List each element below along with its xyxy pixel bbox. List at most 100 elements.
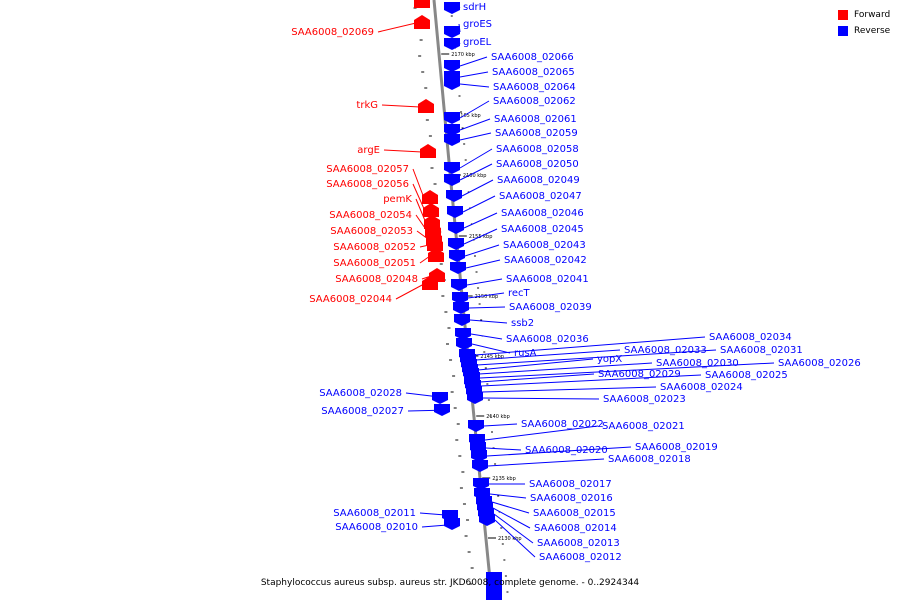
leader-line xyxy=(477,358,594,371)
leader-line xyxy=(462,195,496,213)
gene-saa6008-02061[interactable] xyxy=(444,124,460,136)
gene-label-saa6008-02047: SAA6008_02047 xyxy=(499,191,582,202)
leader-line xyxy=(469,319,508,324)
leader-line xyxy=(463,212,498,229)
gene-saa6008-02043[interactable] xyxy=(449,250,465,262)
gene-saa6008-02010[interactable] xyxy=(444,518,460,530)
leader-line xyxy=(491,501,530,514)
leader-line xyxy=(474,336,706,356)
gene-saa6008-02046[interactable] xyxy=(448,222,464,234)
gene-label-saa6008-02046: SAA6008_02046 xyxy=(501,208,584,219)
leader-line xyxy=(485,447,522,451)
gene-saa6008-02042[interactable] xyxy=(450,262,466,274)
gene-saa6008-02012[interactable] xyxy=(479,514,495,526)
leader-line xyxy=(465,259,501,269)
gene-saa6008-02059[interactable] xyxy=(444,134,460,146)
gene-saa6008-02049[interactable] xyxy=(446,190,462,202)
gene-saa6008-02036[interactable] xyxy=(455,328,471,340)
gene-rusa[interactable] xyxy=(456,338,472,350)
gene-label-saa6008-02027: SAA6008_02027 xyxy=(321,406,404,417)
gene-saa6008-02044[interactable] xyxy=(422,276,438,290)
gene-label-saa6008-02034: SAA6008_02034 xyxy=(709,332,792,343)
leader-line xyxy=(466,278,503,286)
gene-label-sdrh: sdrH xyxy=(463,2,486,13)
leader-line xyxy=(459,148,493,169)
leader-line xyxy=(377,22,417,33)
gene-saa6008-02017[interactable] xyxy=(473,478,489,490)
leader-line xyxy=(383,149,423,153)
gene-saa6008-02050[interactable] xyxy=(444,174,460,186)
map-caption: Staphylococcus aureus subsp. aureus str.… xyxy=(260,578,640,588)
leader-line xyxy=(459,118,491,131)
leader-line xyxy=(459,132,492,141)
gene-saa6008-02062[interactable] xyxy=(444,112,460,124)
gene-label-saa6008-02066: SAA6008_02066 xyxy=(491,52,574,63)
gene-sdrh[interactable] xyxy=(444,2,460,14)
gene-groes[interactable] xyxy=(444,26,460,38)
leader-line xyxy=(412,168,425,199)
gene-feature-top[interactable] xyxy=(414,0,430,8)
gene-label-saa6008-02036: SAA6008_02036 xyxy=(506,334,589,345)
gene-saa6008-02027[interactable] xyxy=(434,404,450,416)
gene-saa6008-02022[interactable] xyxy=(468,420,484,432)
leader-line xyxy=(463,228,498,245)
leader-line xyxy=(475,349,621,361)
legend-forward: Forward xyxy=(838,8,890,22)
leader-line xyxy=(464,244,500,257)
gene-label-saa6008-02050: SAA6008_02050 xyxy=(496,159,579,170)
scale-mark-label: 2145 kbp xyxy=(480,354,504,360)
gene-label-saa6008-02023: SAA6008_02023 xyxy=(603,394,686,405)
gene-label-ssb2: ssb2 xyxy=(511,318,534,329)
gene-label-saa6008-02018: SAA6008_02018 xyxy=(608,454,691,465)
gene-saa6008-02064[interactable] xyxy=(444,78,460,90)
leader-line xyxy=(492,507,531,529)
leader-line xyxy=(482,397,600,400)
gene-groel[interactable] xyxy=(444,38,460,50)
gene-saa6008-02041[interactable] xyxy=(451,279,467,291)
gene-trkg[interactable] xyxy=(418,99,434,113)
scale-mark-label: 2170 kbp xyxy=(451,52,475,58)
gene-saa6008-02069[interactable] xyxy=(414,15,430,29)
gene-saa6008-02018[interactable] xyxy=(472,460,488,472)
gene-label-saa6008-02043: SAA6008_02043 xyxy=(503,240,586,251)
gene-saa6008-02057[interactable] xyxy=(422,190,438,204)
gene-label-saa6008-02053: SAA6008_02053 xyxy=(330,226,413,237)
gene-label-saa6008-02033: SAA6008_02033 xyxy=(624,345,707,356)
gene-label-groel: groEL xyxy=(463,37,492,48)
scale-mark-label: 2150 kbp xyxy=(475,294,499,300)
gene-saa6008-02052[interactable] xyxy=(427,237,443,251)
gene-ssb2[interactable] xyxy=(454,314,470,326)
leader-line xyxy=(395,283,425,300)
gene-saa6008-02023[interactable] xyxy=(467,392,483,404)
gene-label-saa6008-02015: SAA6008_02015 xyxy=(533,508,616,519)
leader-line xyxy=(489,493,527,499)
gene-label-saa6008-02052: SAA6008_02052 xyxy=(333,242,416,253)
legend-reverse: Reverse xyxy=(838,24,890,38)
leader-line xyxy=(459,56,488,67)
gene-arge[interactable] xyxy=(420,144,436,158)
gene-saa6008-02066[interactable] xyxy=(444,60,460,72)
leader-line xyxy=(459,71,489,78)
gene-label-saa6008-02064: SAA6008_02064 xyxy=(493,82,576,93)
gene-label-saa6008-02026: SAA6008_02026 xyxy=(778,358,861,369)
gene-label-saa6008-02013: SAA6008_02013 xyxy=(537,538,620,549)
gene-label-saa6008-02021: SAA6008_02021 xyxy=(602,421,685,432)
leader-line xyxy=(471,343,511,354)
gene-saa6008-02058[interactable] xyxy=(444,162,460,174)
gene-feature-bottom[interactable] xyxy=(486,572,502,600)
gene-rect[interactable] xyxy=(452,292,468,304)
gene-label-saa6008-02051: SAA6008_02051 xyxy=(333,258,416,269)
gene-saa6008-02019[interactable] xyxy=(471,450,487,462)
leader-line xyxy=(467,292,505,299)
gene-label-saa6008-02022: SAA6008_02022 xyxy=(521,419,604,430)
leader-line xyxy=(459,83,490,88)
gene-label-saa6008-02039: SAA6008_02039 xyxy=(509,302,592,313)
leader-line xyxy=(493,513,534,544)
gene-label-saa6008-02045: SAA6008_02045 xyxy=(501,224,584,235)
gene-saa6008-02047[interactable] xyxy=(447,206,463,218)
gene-saa6008-02051[interactable] xyxy=(428,248,444,262)
gene-saa6008-02045[interactable] xyxy=(448,238,464,250)
gene-saa6008-02039[interactable] xyxy=(453,302,469,314)
gene-saa6008-02028[interactable] xyxy=(432,392,448,404)
gene-saa6008-02056[interactable] xyxy=(423,203,439,217)
